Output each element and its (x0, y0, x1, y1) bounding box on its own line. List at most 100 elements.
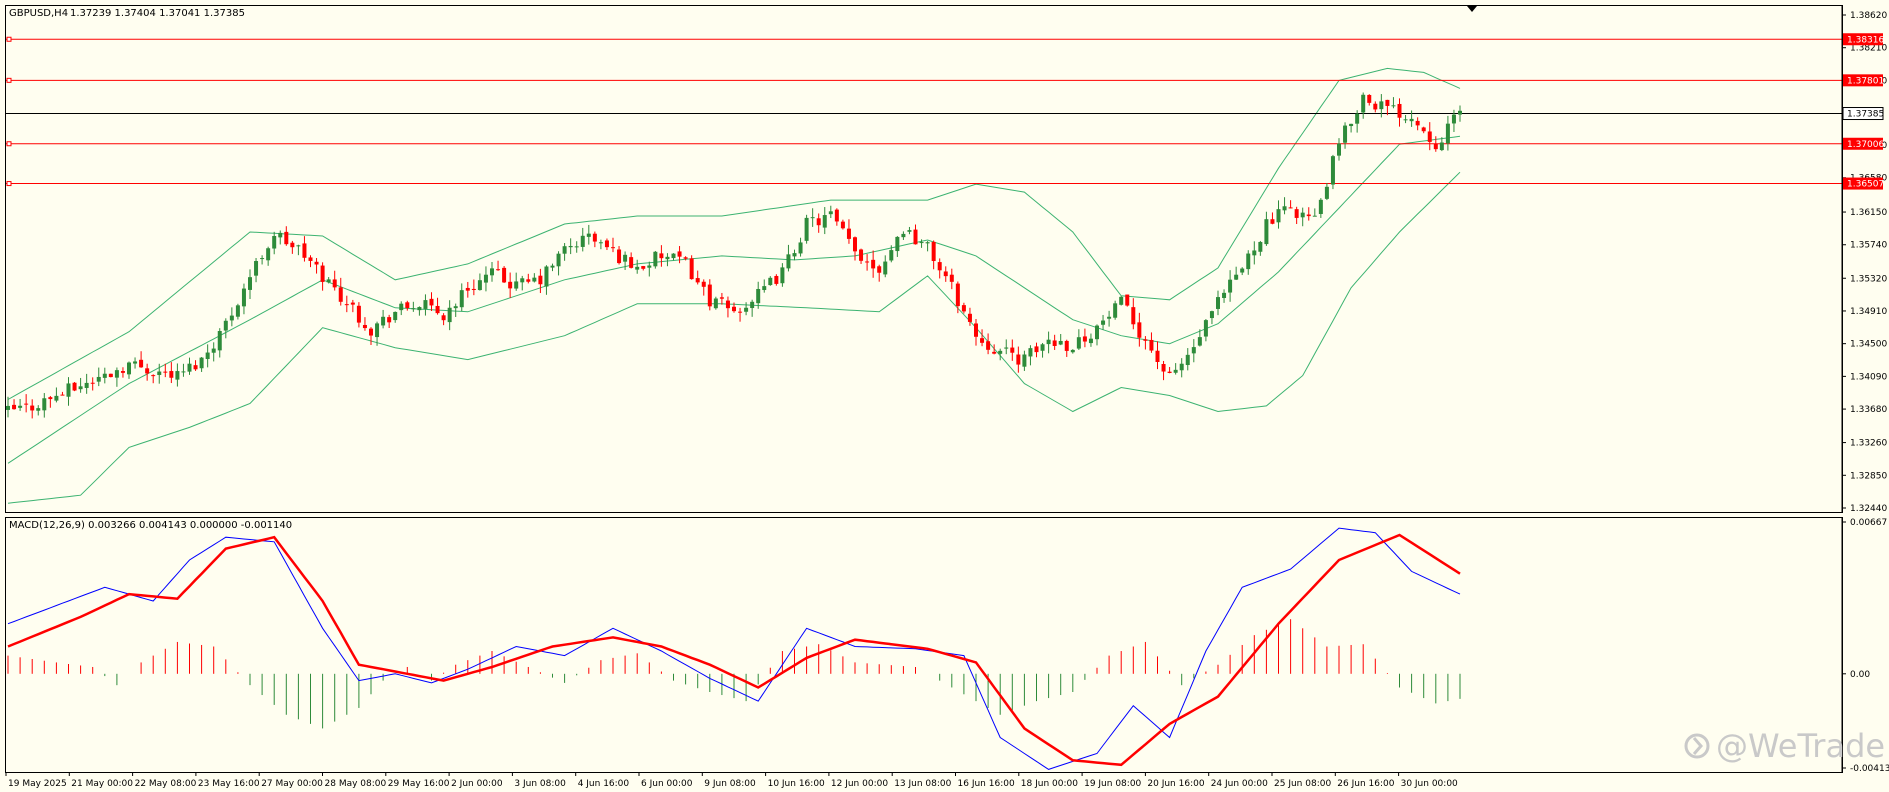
candle-body (822, 215, 827, 228)
candle-body (1040, 344, 1045, 351)
level-price-tag (1843, 177, 1883, 190)
candle-body (369, 328, 373, 336)
candle-body (725, 300, 730, 309)
candle-body (471, 288, 476, 291)
price-tick-label: 1.32850 (1850, 471, 1887, 481)
candle-body (768, 277, 773, 286)
level-handle (6, 181, 12, 187)
candle-body (986, 341, 991, 350)
candle-body (695, 278, 700, 283)
candle-body (1300, 212, 1305, 218)
candle-body (617, 249, 622, 264)
candle-body (677, 251, 682, 257)
candle-body (1185, 354, 1190, 366)
candle-body (955, 283, 960, 307)
candle-body (1034, 346, 1039, 353)
candle-body (411, 308, 416, 310)
price-tick-label: 1.36150 (1850, 208, 1887, 218)
price-tick-label: 1.32440 (1850, 504, 1887, 514)
candle-body (1355, 113, 1360, 124)
candle-body (1361, 94, 1366, 113)
candle-body (332, 279, 337, 288)
candle-body (1288, 207, 1293, 209)
candle-body (338, 287, 343, 302)
candle-body (846, 228, 851, 239)
candle-body (453, 306, 458, 309)
candle-body (562, 246, 567, 254)
candle-body (1197, 337, 1202, 346)
macd-tick-label: 0.00 (1850, 670, 1870, 680)
candle-body (1125, 294, 1130, 306)
candle-body (435, 305, 440, 314)
candle-body (272, 235, 277, 249)
candle-body (1058, 340, 1063, 345)
candle-body (120, 371, 125, 373)
candle-body (1191, 347, 1196, 354)
candle-body (145, 368, 150, 374)
macd-tick-label: 0.00667 (1850, 518, 1887, 528)
candle-body (1113, 303, 1118, 318)
time-tick-label: 26 Jun 16:00 (1337, 779, 1394, 789)
candle-body (961, 305, 966, 312)
candle-body (1427, 131, 1432, 142)
candle-body (241, 288, 246, 307)
ohlc-values: 1.37239 1.37404 1.37041 1.37385 (70, 8, 245, 19)
time-tick-label: 10 Jun 16:00 (768, 779, 825, 789)
candle-body (756, 288, 761, 304)
candle-body (429, 298, 434, 306)
time-tick-label: 27 May 00:00 (261, 779, 323, 789)
candle-body (816, 218, 821, 226)
candle-body (1282, 206, 1287, 211)
candle-body (967, 313, 972, 322)
macd-label: MACD(12,26,9) 0.003266 0.004143 0.000000… (9, 520, 292, 531)
candle-body (399, 303, 404, 311)
candle-body (326, 279, 331, 283)
watermark-text: @WeTrade (1716, 727, 1885, 765)
candle-body (1046, 339, 1051, 345)
candle-body (284, 231, 289, 245)
candle-body (659, 253, 664, 259)
candle-body (635, 266, 640, 270)
candle-body (538, 275, 543, 285)
time-tick-label: 9 Jun 08:00 (704, 779, 756, 789)
candle-body (1173, 369, 1178, 373)
candle-body (871, 259, 876, 269)
candle-body (1343, 125, 1348, 143)
time-tick-label: 29 May 16:00 (388, 779, 450, 789)
candle-body (205, 352, 210, 360)
candle-body (30, 405, 35, 411)
candle-body (114, 370, 119, 378)
candle-body (1421, 127, 1426, 132)
time-tick-label: 3 Jun 08:00 (514, 779, 566, 789)
candle-body (1409, 118, 1414, 122)
candle-body (744, 307, 749, 312)
candle-body (1367, 94, 1372, 103)
candle-body (127, 362, 131, 375)
level-price-tag (1843, 33, 1883, 46)
candle-body (834, 209, 839, 222)
candle-body (913, 229, 918, 245)
candle-body (1167, 371, 1172, 373)
chart-shift-marker[interactable] (1467, 6, 1477, 12)
candle-body (683, 257, 688, 259)
price-tick-label: 1.34090 (1850, 372, 1887, 382)
candle-body (556, 253, 561, 267)
candle-body (859, 249, 864, 261)
price-tick-label: 1.33260 (1850, 439, 1887, 449)
candle-body (604, 240, 609, 248)
candle-body (707, 284, 712, 307)
candle-body (774, 275, 779, 284)
bollinger-middle-line (7, 135, 1461, 464)
candle-body (889, 250, 894, 261)
candle-body (1439, 142, 1444, 151)
candle-body (72, 382, 77, 391)
candle-body (302, 243, 307, 258)
candle-body (1143, 339, 1148, 341)
candle-body (992, 351, 997, 354)
candle-body (665, 256, 670, 260)
candle-body (151, 375, 156, 377)
candle-body (907, 230, 912, 232)
candle-body (719, 297, 724, 299)
candle-body (1306, 214, 1311, 217)
candle-body (314, 261, 319, 265)
